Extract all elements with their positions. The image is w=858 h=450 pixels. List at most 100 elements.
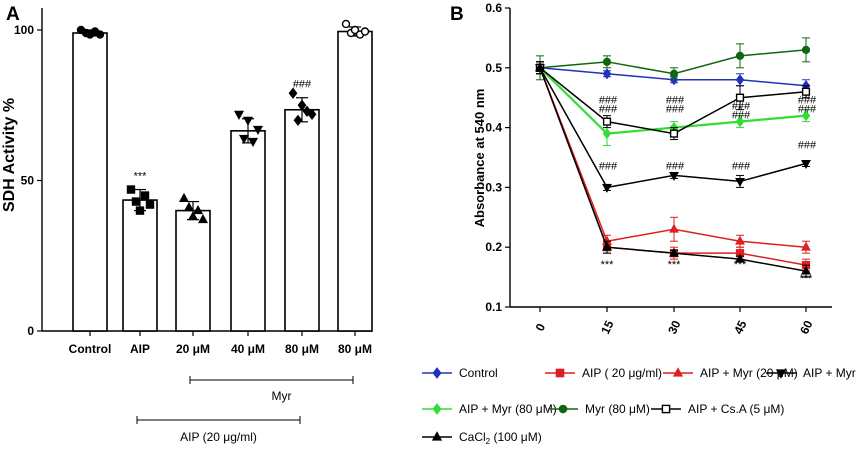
- legend-label: Control: [459, 366, 498, 380]
- legend-marker: [558, 404, 568, 414]
- y-tick-label: 0.5: [485, 61, 502, 75]
- legend-label: AIP ( 20 μg/ml): [582, 366, 662, 380]
- significance-annotation: ***: [601, 259, 615, 271]
- legend-marker: [432, 403, 442, 415]
- y-axis-label: Absorbance at 540 nm: [472, 89, 487, 228]
- data-point: [669, 223, 679, 233]
- significance-annotation: ###: [599, 95, 618, 107]
- data-point: [293, 114, 303, 126]
- data-point: [131, 197, 141, 206]
- data-point: [669, 129, 679, 138]
- data-point: [735, 74, 745, 86]
- data-point: [801, 45, 811, 54]
- data-point: [669, 69, 679, 78]
- data-point: [602, 183, 612, 193]
- legend-marker: [432, 367, 442, 379]
- panel-a-letter: A: [6, 4, 20, 25]
- legend-marker: [672, 367, 684, 377]
- panel-b-legend: Control AIP ( 20 μg/ml) AIP + Myr (20 μM) A…: [422, 366, 858, 446]
- series-7: [535, 61, 811, 278]
- data-point: [735, 177, 745, 187]
- data-point: [247, 137, 259, 148]
- data-point: [735, 116, 745, 128]
- data-point: [735, 93, 745, 102]
- data-point: [233, 110, 245, 120]
- x-tick-label: 0: [533, 321, 549, 333]
- bar: [337, 30, 373, 332]
- y-tick-label: 0.1: [485, 300, 502, 314]
- data-point: [126, 185, 136, 194]
- data-point: [602, 128, 612, 140]
- legend-label: CaCl2 (100 μM): [459, 430, 542, 446]
- panel-b-line-chart: 0.1 0.2 0.3 0.4 0.5 0.6 Absorbance at 540 nm 0 1…: [472, 1, 832, 336]
- y-tick-label: 0.4: [485, 121, 502, 135]
- data-point: [602, 117, 612, 126]
- legend-marker: [555, 368, 565, 378]
- y-tick-label: 100: [14, 23, 34, 37]
- legend-label: Myr (80 μM): [585, 402, 650, 416]
- y-tick-label: 0.3: [485, 180, 502, 194]
- data-point: [669, 247, 679, 257]
- legend-label: AIP + Cs.A (5 μM): [688, 402, 784, 416]
- data-point: [350, 25, 360, 35]
- data-point: [178, 192, 190, 203]
- data-point: [288, 87, 298, 99]
- significance-annotation: ###: [732, 160, 751, 172]
- data-point: [183, 201, 195, 212]
- x-tick-label: 15: [598, 318, 616, 336]
- legend-marker: [661, 404, 671, 414]
- data-point: [297, 99, 307, 111]
- data-point: [307, 108, 317, 120]
- legend-entry: AIP + Cs.A (5 μM): [651, 402, 784, 416]
- x-tick-label: 60: [797, 318, 815, 336]
- series-5: [535, 37, 811, 81]
- data-point: [602, 68, 612, 80]
- legend-marker: [431, 431, 443, 441]
- y-tick-label: 0.2: [485, 240, 502, 254]
- data-point: [135, 206, 145, 215]
- bar: [175, 209, 211, 332]
- data-point: [801, 241, 811, 251]
- significance-annotation: ###: [666, 160, 685, 172]
- x-tick-label: Control: [69, 342, 112, 356]
- legend-entry: AIP + Myr (20 μM): [663, 366, 798, 380]
- x-tick-label: 30: [665, 318, 683, 336]
- data-point: [242, 116, 254, 126]
- y-tick-label: 0: [27, 324, 34, 338]
- data-point: [735, 51, 745, 60]
- panel-a-bar-chart: 0 50 100 SDH Activity % Control AIP *** 20 μM 40…: [1, 8, 373, 444]
- bar: [72, 32, 108, 332]
- data-point: [801, 87, 811, 96]
- data-point: [535, 62, 545, 72]
- significance-annotation: ***: [668, 259, 682, 271]
- significance-annotation: ###: [798, 95, 817, 107]
- data-point: [238, 134, 250, 145]
- significance-annotation: ###: [666, 104, 685, 116]
- data-point: [197, 213, 209, 224]
- y-tick-label: 0.6: [485, 1, 502, 15]
- data-point: [95, 30, 105, 39]
- x-tick-label: 45: [731, 318, 749, 336]
- significance-annotation: ###: [798, 140, 817, 152]
- x-tick-label: 80 μM: [285, 342, 319, 356]
- y-axis-label: SDH Activity %: [1, 98, 18, 212]
- data-point: [602, 57, 612, 66]
- legend-label: AIP + Myr (40 μM): [803, 366, 858, 380]
- x-tick-label: 20 μM: [176, 342, 210, 356]
- data-point: [801, 265, 811, 275]
- significance-annotation: ###: [732, 110, 751, 122]
- legend-entry: CaCl2 (100 μM): [422, 430, 542, 446]
- y-tick-label: 50: [21, 174, 35, 188]
- data-point: [341, 19, 351, 29]
- significance-annotation: ***: [134, 171, 148, 183]
- data-point: [801, 110, 811, 122]
- legend-entry: Control: [422, 366, 498, 380]
- legend-entry: Myr (80 μM): [548, 402, 650, 416]
- significance-annotation: ###: [599, 160, 618, 172]
- significance-annotation: ###: [732, 101, 751, 113]
- series-2: [535, 61, 811, 254]
- data-point: [735, 253, 745, 263]
- bar: [284, 108, 320, 332]
- x-tick-label: 80 μM: [338, 342, 372, 356]
